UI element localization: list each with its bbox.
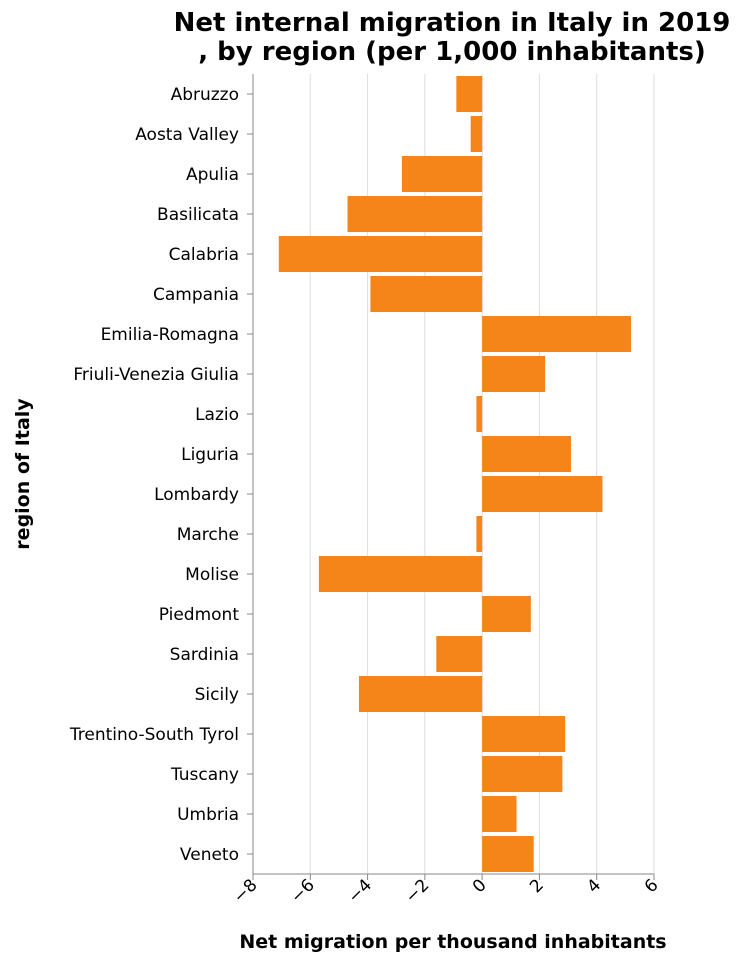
bar-veneto [482, 836, 534, 872]
bar-campania [370, 276, 483, 312]
x-tick-label: 6 [641, 875, 663, 897]
y-tick-label: Veneto [180, 845, 239, 865]
x-tick-label: 4 [583, 875, 605, 897]
y-tick-label: Molise [185, 565, 239, 585]
chart-title-line-2: , by region (per 1,000 inhabitants) [198, 37, 706, 67]
x-tick-label: −4 [344, 875, 376, 907]
y-tick-label: Sardinia [170, 645, 239, 665]
y-tick-label: Apulia [186, 165, 239, 185]
y-tick-label: Calabria [169, 245, 239, 265]
y-tick-label: Marche [177, 525, 239, 545]
y-tick-label: Lazio [195, 405, 239, 425]
bars [278, 76, 632, 872]
y-tick-label: Basilicata [157, 205, 239, 225]
y-tick-label: Piedmont [159, 605, 240, 625]
y-tick-label: Liguria [181, 445, 239, 465]
bar-marche [476, 516, 483, 552]
bar-sicily [358, 676, 483, 712]
x-tick-label: −6 [287, 875, 319, 907]
x-tick-label: 0 [469, 875, 491, 897]
y-axis: Abruzzo Aosta Valley Apulia Basilicata Calab… [69, 74, 254, 874]
y-tick-label: Friuli-Venezia Giulia [73, 365, 239, 385]
bar-lazio [476, 396, 483, 432]
bar-trentino-south-tyrol [482, 716, 566, 752]
bar-aosta-valley [470, 116, 483, 152]
y-tick-label: Emilia-Romagna [101, 325, 239, 345]
x-axis: −8 −6 −4 −2 0 2 4 6 [230, 873, 663, 907]
x-axis-title: Net migration per thousand inhabitants [239, 931, 666, 953]
chart-title-line-1: Net internal migration in Italy in 2019 [174, 8, 731, 38]
bar-piedmont [482, 596, 531, 632]
x-tick-label: −2 [402, 875, 434, 907]
bar-apulia [401, 156, 483, 192]
bar-calabria [278, 236, 483, 272]
y-tick-label: Tuscany [170, 765, 239, 785]
y-tick-label: Sicily [195, 685, 239, 705]
y-tick-label: Campania [153, 285, 239, 305]
bar-basilicata [347, 196, 483, 232]
y-tick-label: Trentino-South Tyrol [69, 725, 239, 745]
y-tick-label: Aosta Valley [135, 125, 239, 145]
bar-liguria [482, 436, 571, 472]
y-tick-label: Lombardy [154, 485, 239, 505]
x-tick-label: −8 [230, 875, 262, 907]
bar-emilia-romagna [482, 316, 632, 352]
bar-umbria [482, 796, 517, 832]
bar-abruzzo [456, 76, 483, 112]
gridlines [252, 74, 655, 874]
y-tick-label: Umbria [177, 805, 239, 825]
bar-friuli-venezia-giulia [482, 356, 546, 392]
bar-sardinia [436, 636, 483, 672]
bar-tuscany [482, 756, 563, 792]
x-tick-label: 2 [526, 875, 548, 897]
y-axis-title: region of Italy [12, 398, 34, 550]
bar-lombardy [482, 476, 603, 512]
bar-molise [318, 556, 483, 592]
y-tick-label: Abruzzo [171, 85, 239, 105]
